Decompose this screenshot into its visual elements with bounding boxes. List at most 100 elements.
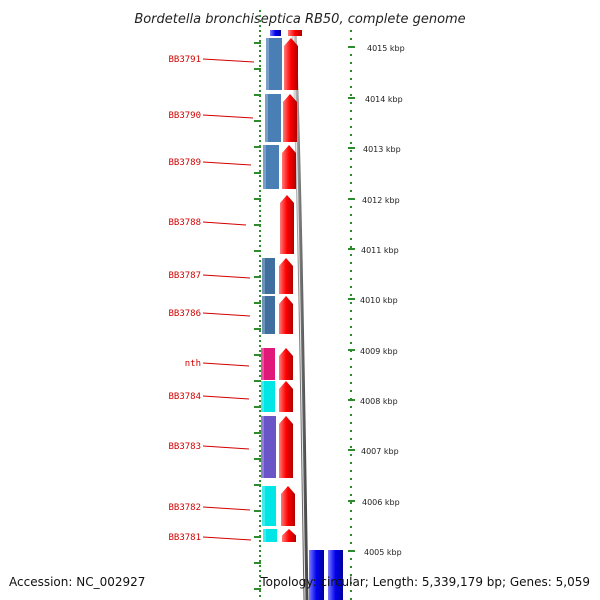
- reverse-strand-feature[interactable]: [266, 38, 282, 90]
- ruler-tick: [254, 536, 261, 538]
- gene-bb3789[interactable]: [263, 145, 296, 189]
- gene-label[interactable]: BB3791: [168, 55, 201, 65]
- reverse-strand-feature[interactable]: [265, 94, 281, 142]
- ruler-tick: [254, 68, 261, 70]
- ruler-dot: [259, 345, 261, 347]
- ruler-dot: [350, 286, 352, 288]
- ruler-dot: [350, 534, 352, 536]
- gene-label[interactable]: nth: [185, 359, 201, 369]
- forward-strand-arrow[interactable]: [279, 296, 293, 334]
- kbp-tick-label: 4015 kbp: [367, 44, 405, 53]
- gene-label[interactable]: BB3790: [168, 111, 201, 121]
- gene-bb3781[interactable]: [263, 529, 296, 542]
- ruler-dot: [259, 295, 261, 297]
- gene-label[interactable]: BB3786: [168, 309, 201, 319]
- kbp-tick-label: 4012 kbp: [362, 196, 400, 205]
- ruler-tick: [254, 94, 261, 96]
- reverse-strand-feature[interactable]: [261, 381, 275, 412]
- gene-nth[interactable]: [261, 348, 293, 380]
- ruler-dot: [259, 305, 261, 307]
- reverse-strand-feature[interactable]: [263, 529, 277, 542]
- forward-strand-arrow[interactable]: [284, 38, 298, 90]
- ruler-dot: [259, 160, 261, 162]
- ruler-dot: [259, 315, 261, 317]
- kbp-tick: [348, 500, 355, 502]
- kbp-tick-label: 4010 kbp: [360, 296, 398, 305]
- ruler-dot: [259, 480, 261, 482]
- ruler-dot: [259, 115, 261, 117]
- kbp-tick: [348, 97, 355, 99]
- ruler-dot: [350, 582, 352, 584]
- kbp-tick: [348, 298, 355, 300]
- reverse-strand-feature[interactable]: [261, 348, 275, 380]
- ruler-dot: [259, 245, 261, 247]
- kbp-tick-label: 4008 kbp: [360, 397, 398, 406]
- kbp-tick-label: 4014 kbp: [365, 95, 403, 104]
- ruler-dot: [259, 175, 261, 177]
- gene-label[interactable]: BB3789: [168, 158, 201, 168]
- reverse-strand-feature[interactable]: [262, 296, 275, 334]
- ruler-dot: [350, 598, 352, 600]
- reverse-strand-feature[interactable]: [262, 486, 276, 526]
- ruler-dot: [350, 158, 352, 160]
- gene-label-leader: [202, 114, 254, 119]
- kbp-tick: [348, 449, 355, 451]
- ruler-dot: [259, 475, 261, 477]
- forward-strand-arrow[interactable]: [280, 195, 294, 254]
- ruler-dot: [259, 240, 261, 242]
- gene-bb3788[interactable]: [280, 195, 294, 254]
- ruler-tick: [254, 198, 261, 200]
- gene-label[interactable]: BB3787: [168, 271, 201, 281]
- ruler-dot: [259, 320, 261, 322]
- ruler-dot: [259, 585, 261, 587]
- ruler-dot: [259, 235, 261, 237]
- ruler-dot: [259, 410, 261, 412]
- gene-bb3790[interactable]: [265, 94, 297, 142]
- forward-strand-arrow[interactable]: [282, 145, 296, 189]
- gene-bb3791[interactable]: [266, 38, 298, 90]
- ruler-dot: [259, 440, 261, 442]
- feature-shading: [262, 258, 265, 294]
- gene-bb3784[interactable]: [261, 381, 293, 412]
- ruler-dot: [259, 470, 261, 472]
- ruler-tick: [254, 276, 261, 278]
- gene-label[interactable]: BB3784: [168, 392, 201, 402]
- ruler-dot: [350, 142, 352, 144]
- ruler-dot: [259, 565, 261, 567]
- ruler-dot: [259, 85, 261, 87]
- forward-strand-arrow[interactable]: [281, 486, 295, 526]
- gene-label[interactable]: BB3788: [168, 218, 201, 228]
- ruler-dot: [259, 555, 261, 557]
- ruler-dot: [350, 318, 352, 320]
- ruler-tick: [254, 250, 261, 252]
- reverse-strand-feature[interactable]: [262, 258, 275, 294]
- reverse-strand-feature[interactable]: [261, 416, 276, 478]
- forward-strand-arrow[interactable]: [279, 416, 293, 478]
- gene-bb3786[interactable]: [262, 296, 293, 334]
- forward-strand-arrow[interactable]: [279, 348, 293, 380]
- gene-label-leader: [202, 362, 250, 367]
- ruler-dot: [259, 35, 261, 37]
- gene-bb3783[interactable]: [261, 416, 293, 478]
- gene-label[interactable]: BB3782: [168, 503, 201, 513]
- ruler-dot: [350, 174, 352, 176]
- gene-bb3787[interactable]: [262, 258, 293, 294]
- ruler-dot: [350, 342, 352, 344]
- gene-label[interactable]: BB3781: [168, 533, 201, 543]
- gene-label[interactable]: BB3783: [168, 442, 201, 452]
- ruler-dot: [259, 210, 261, 212]
- forward-strand-arrow[interactable]: [279, 381, 293, 412]
- ruler-dot: [350, 126, 352, 128]
- ruler-tick: [254, 354, 261, 356]
- feature-shading: [261, 416, 264, 478]
- reverse-strand-feature[interactable]: [263, 145, 279, 189]
- forward-strand-arrow[interactable]: [282, 529, 296, 542]
- forward-strand-arrow[interactable]: [279, 258, 293, 294]
- gene-label-leader: [202, 312, 251, 317]
- ruler-dot: [259, 50, 261, 52]
- genes-layer: [261, 38, 298, 542]
- ruler-dot: [350, 406, 352, 408]
- forward-strand-arrow[interactable]: [283, 94, 297, 142]
- gene-bb3782[interactable]: [262, 486, 295, 526]
